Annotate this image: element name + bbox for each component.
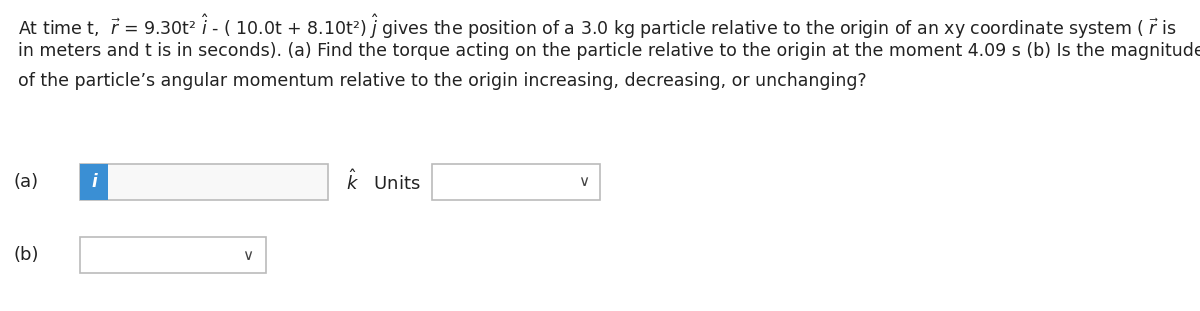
Text: $\hat{k}$   Units: $\hat{k}$ Units <box>346 169 421 194</box>
FancyBboxPatch shape <box>432 164 600 200</box>
Text: ∨: ∨ <box>242 248 253 262</box>
Text: in meters and t is in seconds). (a) Find the torque acting on the particle relat: in meters and t is in seconds). (a) Find… <box>18 42 1200 60</box>
Text: (b): (b) <box>13 246 38 264</box>
Text: i: i <box>91 173 97 191</box>
FancyBboxPatch shape <box>80 164 108 200</box>
Text: of the particle’s angular momentum relative to the origin increasing, decreasing: of the particle’s angular momentum relat… <box>18 72 866 90</box>
FancyBboxPatch shape <box>80 164 328 200</box>
Text: At time t,  $\vec{r}$ = 9.30t² $\hat{i}$ - ( 10.0t + 8.10t²) $\hat{j}$ gives the: At time t, $\vec{r}$ = 9.30t² $\hat{i}$ … <box>18 12 1177 41</box>
FancyBboxPatch shape <box>80 237 266 273</box>
Text: (a): (a) <box>13 173 38 191</box>
Text: ∨: ∨ <box>578 174 589 189</box>
